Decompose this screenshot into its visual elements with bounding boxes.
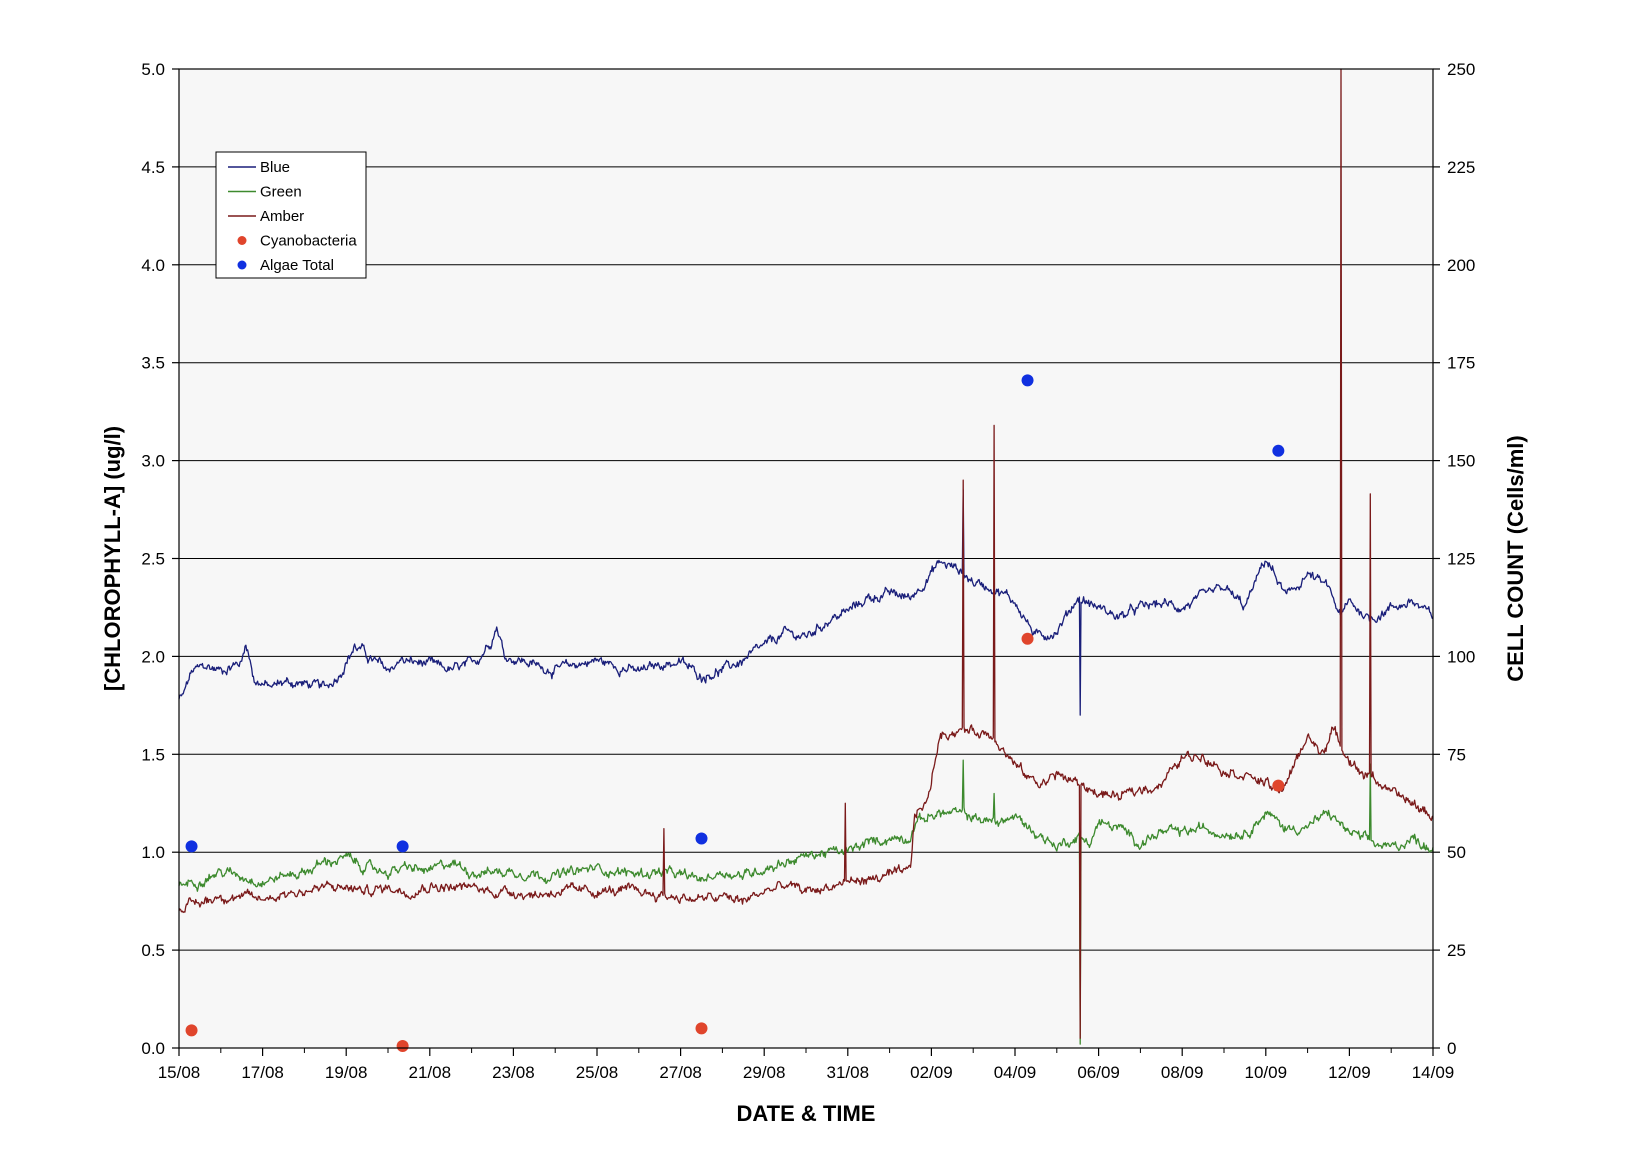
y-right-tick-label-6: 150 xyxy=(1447,452,1475,471)
marker-algae-total-0 xyxy=(185,840,198,853)
x-tick-label-14: 12/09 xyxy=(1328,1063,1371,1082)
x-tick-label-1: 17/08 xyxy=(241,1063,284,1082)
axes: 0.0 0.5 1.0 1.5 2.0 2.5 3.0 3.5 4.0 4.5 5.0 0 25 50 75… xyxy=(141,60,1475,1082)
y-left-tick-label-6: 3.0 xyxy=(141,452,165,471)
x-tick-label-8: 31/08 xyxy=(827,1063,870,1082)
x-tick-label-11: 06/09 xyxy=(1077,1063,1120,1082)
y-left-tick-label-8: 4.0 xyxy=(141,256,165,275)
legend-swatch-4 xyxy=(237,260,247,270)
y-left-tick-label-10: 5.0 xyxy=(141,60,165,79)
y-axis-left-title: [CHLOROPHYLL-A] (ug/l) xyxy=(100,426,125,691)
y-right-tick-label-9: 225 xyxy=(1447,158,1475,177)
series-line-amber xyxy=(178,68,1434,1039)
y-left-tick-label-2: 1.0 xyxy=(141,843,165,862)
x-tick-label-12: 08/09 xyxy=(1161,1063,1204,1082)
y-left-tick-label-4: 2.0 xyxy=(141,647,165,666)
x-tick-label-15: 14/09 xyxy=(1412,1063,1455,1082)
marker-cyanobacteria-4 xyxy=(1272,779,1285,792)
legend-label-4: Algae Total xyxy=(260,257,334,274)
x-tick-label-2: 19/08 xyxy=(325,1063,368,1082)
y-left-tick-label-9: 4.5 xyxy=(141,158,165,177)
y-right-tick-label-4: 100 xyxy=(1447,647,1475,666)
marker-cyanobacteria-0 xyxy=(185,1024,198,1037)
y-right-tick-label-2: 50 xyxy=(1447,843,1466,862)
series-line-green xyxy=(178,759,1434,1045)
legend-label-1: Green xyxy=(260,184,302,201)
y-axis-right-title: CELL COUNT (Cells/ml) xyxy=(1503,435,1528,682)
legend-label-2: Amber xyxy=(260,208,304,225)
series-lines xyxy=(178,68,1434,1045)
legend: Blue Green Amber Cyanobacteria Algae Total xyxy=(215,151,367,279)
y-right-tick-label-10: 250 xyxy=(1447,60,1475,79)
marker-algae-total-2 xyxy=(695,832,708,845)
y-left-tick-label-5: 2.5 xyxy=(141,550,165,569)
x-tick-label-4: 23/08 xyxy=(492,1063,535,1082)
y-right-tick-label-7: 175 xyxy=(1447,354,1475,373)
y-left-tick-label-7: 3.5 xyxy=(141,354,165,373)
legend-swatch-3 xyxy=(237,236,247,245)
marker-algae-total-4 xyxy=(1272,444,1285,457)
y-right-tick-label-5: 125 xyxy=(1447,550,1475,569)
marker-cyanobacteria-2 xyxy=(695,1022,708,1035)
x-axis-title: DATE & TIME xyxy=(737,1101,876,1126)
x-tick-label-6: 27/08 xyxy=(659,1063,702,1082)
legend-label-3: Cyanobacteria xyxy=(260,233,357,250)
marker-algae-total-3 xyxy=(1021,374,1034,387)
marker-cyanobacteria-1 xyxy=(396,1040,409,1053)
data-markers xyxy=(185,374,1285,1053)
marker-algae-total-1 xyxy=(396,840,409,853)
series-line-blue xyxy=(178,489,1434,716)
y-left-tick-label-0: 0.0 xyxy=(141,1039,165,1058)
y-right-tick-label-1: 25 xyxy=(1447,941,1466,960)
y-left-tick-label-1: 0.5 xyxy=(141,941,165,960)
marker-cyanobacteria-3 xyxy=(1021,632,1034,645)
y-right-tick-label-8: 200 xyxy=(1447,256,1475,275)
x-tick-label-7: 29/08 xyxy=(743,1063,786,1082)
x-tick-label-3: 21/08 xyxy=(409,1063,452,1082)
x-tick-label-9: 02/09 xyxy=(910,1063,953,1082)
x-tick-label-0: 15/08 xyxy=(158,1063,201,1082)
y-right-tick-label-3: 75 xyxy=(1447,745,1466,764)
legend-box xyxy=(215,151,367,279)
x-tick-label-10: 04/09 xyxy=(994,1063,1037,1082)
x-tick-label-13: 10/09 xyxy=(1245,1063,1288,1082)
legend-label-0: Blue xyxy=(260,159,290,176)
y-right-tick-label-0: 0 xyxy=(1447,1039,1456,1058)
x-tick-label-5: 25/08 xyxy=(576,1063,619,1082)
y-left-tick-label-3: 1.5 xyxy=(141,745,165,764)
